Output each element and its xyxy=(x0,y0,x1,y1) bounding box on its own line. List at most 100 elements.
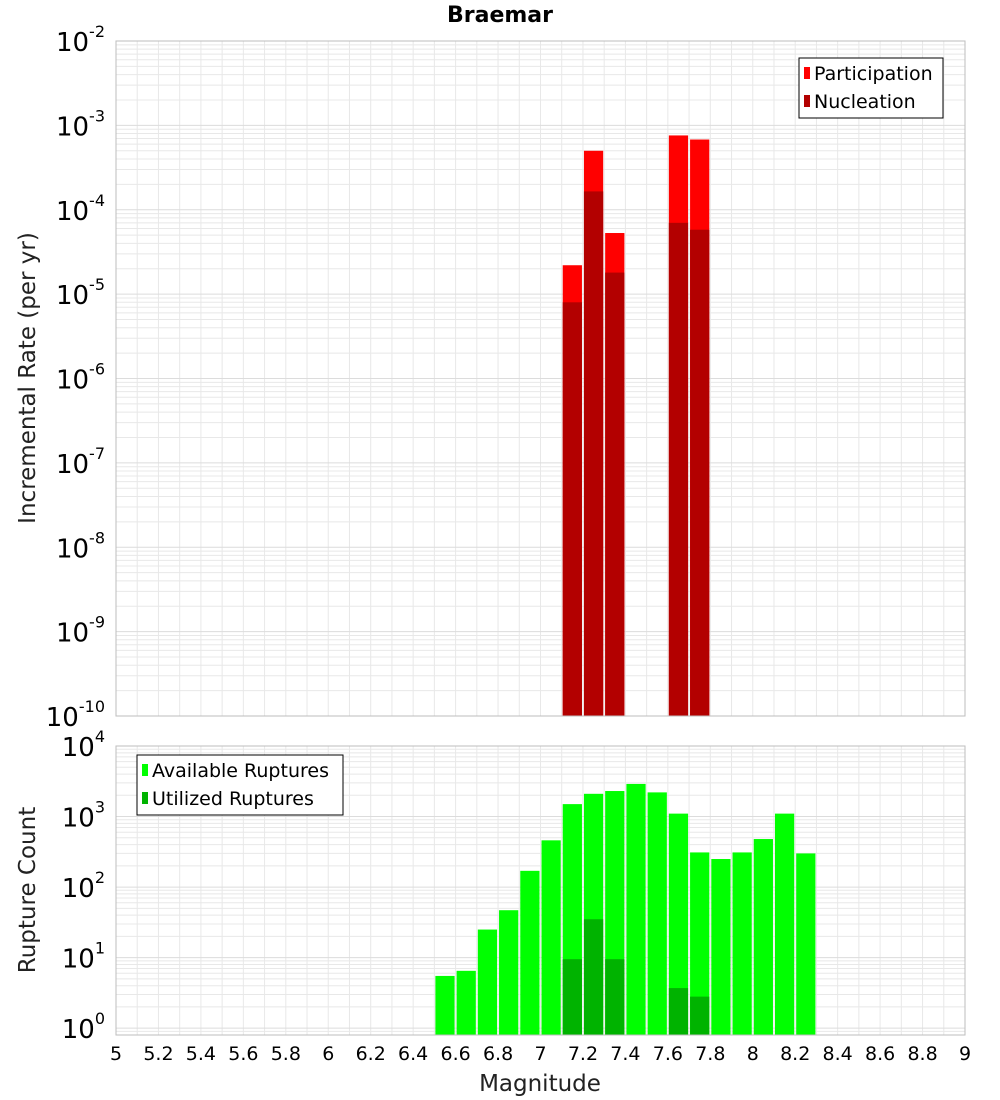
y-tick-exponent: 0 xyxy=(95,1009,105,1028)
y-tick-label: 10-7 xyxy=(56,444,105,480)
x-tick-label: 5 xyxy=(110,1043,122,1065)
utilized-ruptures-bar xyxy=(583,919,604,1035)
y-tick-exponent: -8 xyxy=(89,528,105,547)
x-tick-label: 6.8 xyxy=(483,1043,513,1065)
available-ruptures-bar xyxy=(647,792,667,1035)
available-ruptures-bar xyxy=(456,970,476,1035)
available-ruptures-bar xyxy=(774,813,795,1035)
y-tick-label: 10-2 xyxy=(56,22,105,58)
x-tick-label: 7.8 xyxy=(695,1043,725,1065)
legend-label: Nucleation xyxy=(814,91,916,113)
available-ruptures-bar xyxy=(711,859,731,1035)
rate-plot-grid xyxy=(115,41,966,717)
available-ruptures-bar xyxy=(796,853,816,1035)
x-tick-label: 8.4 xyxy=(823,1043,853,1065)
available-ruptures-bar xyxy=(626,783,646,1035)
y-tick-label: 100 xyxy=(62,1009,105,1045)
y-tick-exponent: -4 xyxy=(89,191,105,210)
x-tick-label: 6.6 xyxy=(440,1043,470,1065)
x-tick-label: 6.2 xyxy=(356,1043,386,1065)
x-tick-label: 6.4 xyxy=(398,1043,428,1065)
rate-y-ticks: 10-10 10-9 10-8 10-7 10-6 10-5 10-4 10-3 10-2 xyxy=(46,22,105,733)
legend-swatch xyxy=(804,95,810,107)
x-tick-label: 8 xyxy=(747,1043,759,1065)
y-tick-exponent: -9 xyxy=(89,613,105,632)
rate-plot: 10-10 10-9 10-8 10-7 10-6 10-5 10-4 10-3 10-2 In… xyxy=(15,22,966,733)
nucleation-bar xyxy=(668,222,689,716)
x-tick-label: 5.6 xyxy=(228,1043,258,1065)
y-tick-label: 10-9 xyxy=(56,613,105,649)
utilized-ruptures-bar xyxy=(690,996,710,1035)
y-tick-label: 10-10 xyxy=(46,697,105,733)
y-tick-label: 104 xyxy=(62,727,105,763)
y-tick-label: 101 xyxy=(62,939,105,975)
x-tick-label: 7.4 xyxy=(610,1043,640,1065)
utilized-ruptures-bar xyxy=(605,959,625,1035)
chart-title: Braemar xyxy=(447,3,553,28)
nucleation-bar xyxy=(690,229,710,717)
y-tick-label: 103 xyxy=(62,798,105,834)
y-tick-exponent: 2 xyxy=(95,868,105,887)
available-ruptures-bar xyxy=(499,910,519,1035)
rate-y-axis-label: Incremental Rate (per yr) xyxy=(15,232,41,524)
y-tick-exponent: -6 xyxy=(89,360,105,379)
x-tick-label: 8.2 xyxy=(780,1043,810,1065)
available-ruptures-bar xyxy=(690,852,710,1035)
available-ruptures-bar xyxy=(477,929,498,1035)
y-tick-exponent: 3 xyxy=(95,798,105,817)
y-tick-exponent: -10 xyxy=(79,697,105,716)
y-tick-exponent: -3 xyxy=(89,106,105,125)
x-tick-label: 7.2 xyxy=(568,1043,598,1065)
rupture-legend: Available Ruptures Utilized Ruptures xyxy=(136,754,344,816)
x-tick-label: 8.8 xyxy=(907,1043,937,1065)
available-ruptures-bar xyxy=(732,852,752,1035)
x-tick-label: 8.6 xyxy=(865,1043,895,1065)
rupture-y-axis-label: Rupture Count xyxy=(15,807,41,973)
utilized-ruptures-bar xyxy=(562,959,582,1035)
x-tick-label: 5.8 xyxy=(271,1043,301,1065)
y-tick-label: 10-3 xyxy=(56,106,105,142)
legend-label: Available Ruptures xyxy=(152,760,329,782)
available-ruptures-bar xyxy=(753,839,773,1035)
rate-plot-bars xyxy=(562,135,710,717)
magnitude-x-ticks: 5 5.2 5.4 5.6 5.8 6 6.2 6.4 6.6 6.8 7 7.2 7.4 7.6 7.8 8… xyxy=(110,1043,971,1065)
nucleation-bar xyxy=(583,191,604,717)
y-tick-exponent: -5 xyxy=(89,275,105,294)
x-axis-label: Magnitude xyxy=(479,1071,601,1097)
y-tick-label: 102 xyxy=(62,868,105,904)
y-tick-label: 10-5 xyxy=(56,275,105,311)
x-tick-label: 7.6 xyxy=(653,1043,683,1065)
available-ruptures-bar xyxy=(541,840,561,1035)
y-tick-label: 10-4 xyxy=(56,191,105,227)
y-tick-exponent: -2 xyxy=(89,22,105,41)
rate-plot-frame xyxy=(115,40,966,717)
nucleation-bar xyxy=(605,272,625,716)
legend-swatch xyxy=(804,67,810,79)
legend-swatch xyxy=(142,792,148,804)
x-tick-label: 5.2 xyxy=(143,1043,173,1065)
x-tick-label: 9 xyxy=(959,1043,971,1065)
legend-box xyxy=(136,754,344,816)
legend-swatch xyxy=(142,764,148,776)
x-tick-label: 7 xyxy=(534,1043,546,1065)
x-tick-label: 6 xyxy=(322,1043,334,1065)
available-ruptures-bar xyxy=(435,975,455,1035)
y-tick-label: 10-8 xyxy=(56,528,105,564)
legend-label: Utilized Ruptures xyxy=(152,788,314,810)
y-tick-exponent: 1 xyxy=(95,939,105,958)
legend-box xyxy=(798,57,944,119)
available-ruptures-bar xyxy=(668,813,689,1035)
y-tick-label: 10-6 xyxy=(56,360,105,396)
utilized-ruptures-bar xyxy=(668,988,689,1035)
rupture-plot-bars xyxy=(435,783,816,1035)
nucleation-bar xyxy=(562,302,582,716)
legend-label: Participation xyxy=(814,63,933,85)
rate-legend: Participation Nucleation xyxy=(798,57,944,119)
y-tick-exponent: -7 xyxy=(89,444,105,463)
rupture-plot-grid xyxy=(115,746,966,1036)
available-ruptures-bar xyxy=(520,870,540,1035)
y-tick-exponent: 4 xyxy=(95,727,105,746)
